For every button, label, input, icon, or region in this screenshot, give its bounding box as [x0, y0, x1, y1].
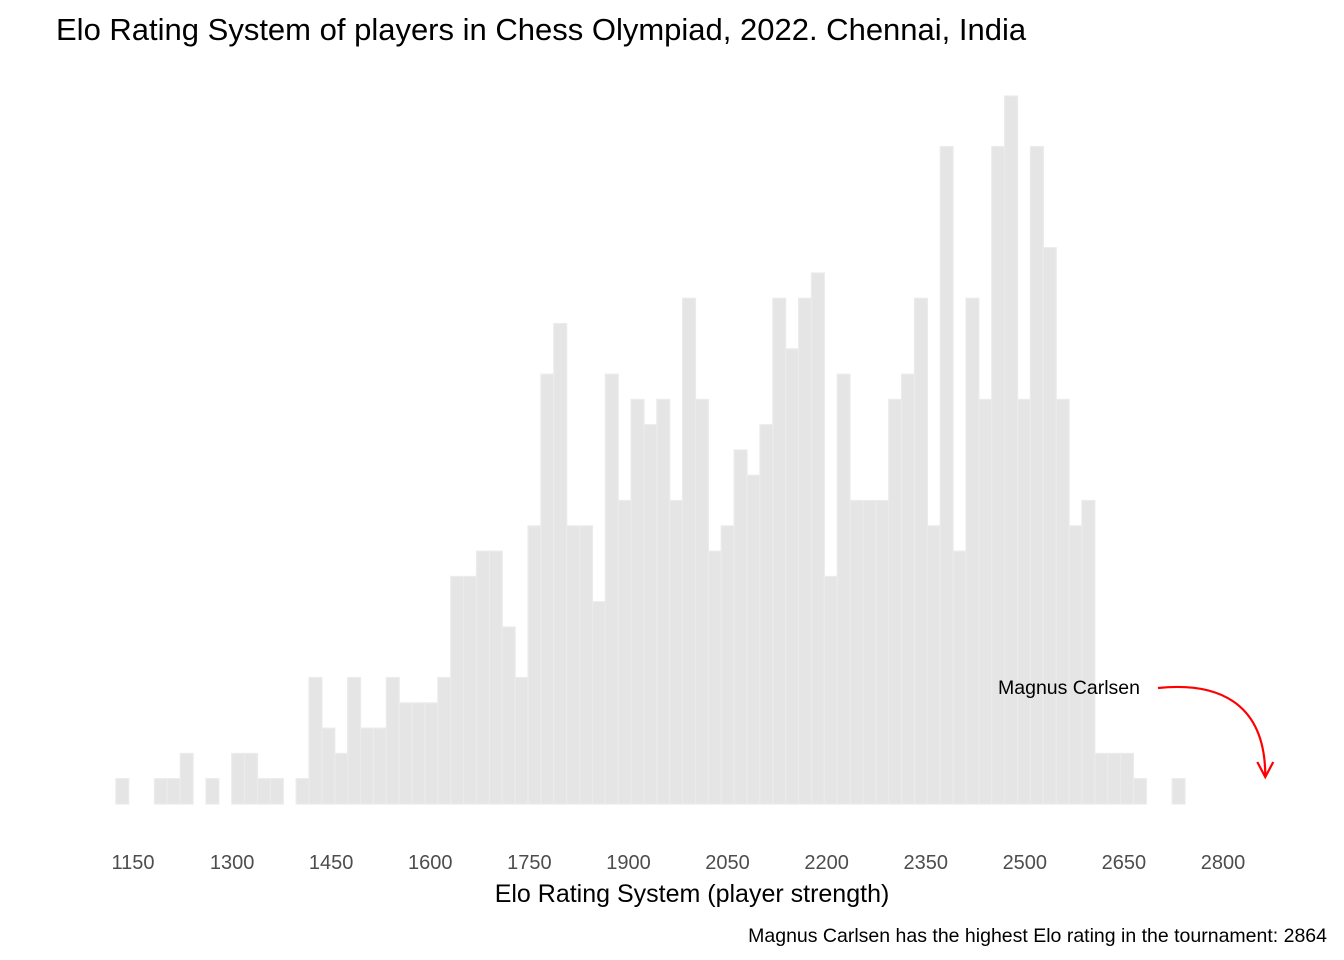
histogram-bar [888, 398, 903, 805]
histogram-bar [205, 778, 220, 805]
histogram-bar [450, 575, 465, 805]
histogram-bar [836, 373, 851, 805]
histogram-bar [231, 752, 246, 805]
x-tick-label: 2350 [903, 852, 948, 874]
histogram-bar [643, 424, 658, 805]
histogram-bar [514, 676, 529, 805]
histogram-bar [707, 550, 722, 805]
histogram-bar [875, 499, 890, 805]
histogram-bar [578, 525, 594, 805]
histogram-bar [347, 676, 362, 805]
histogram-bar [359, 727, 375, 805]
histogram-bar [179, 752, 194, 805]
histogram-bar [939, 145, 954, 805]
histogram-bar [772, 297, 787, 805]
histogram-bar [785, 348, 800, 805]
annotation-label: Magnus Carlsen [998, 677, 1140, 699]
histogram-bar [630, 398, 645, 805]
histogram-bar [1132, 778, 1147, 805]
histogram-bar [952, 550, 967, 805]
histogram-bar [1042, 247, 1057, 805]
histogram-bar [463, 575, 478, 805]
histogram-bar [901, 373, 916, 805]
histogram-bar [591, 601, 606, 805]
histogram-bar [1171, 778, 1186, 805]
histogram-bar [166, 778, 181, 805]
x-tick-label: 2650 [1102, 852, 1147, 874]
histogram-bar [617, 499, 632, 805]
histogram-bar [372, 727, 387, 805]
histogram-bar [256, 778, 272, 805]
histogram-bar [475, 550, 490, 805]
histogram-bar [965, 297, 980, 805]
histogram-bar [385, 676, 400, 805]
x-tick-label: 2800 [1201, 852, 1246, 874]
histogram-bar [1081, 499, 1096, 805]
histogram-bar [115, 778, 130, 805]
x-tick-label: 1150 [111, 852, 154, 874]
histogram-bar [991, 145, 1006, 805]
histogram-bar [566, 525, 581, 805]
histogram-bar [669, 499, 684, 805]
histogram-bar [334, 752, 349, 805]
histogram-bar [759, 424, 774, 805]
histogram-bar [733, 449, 748, 805]
x-tick-label: 1900 [606, 852, 651, 874]
histogram-bar [1016, 398, 1032, 805]
histogram-bar [295, 778, 310, 805]
histogram-bar [308, 676, 323, 805]
histogram-bar [269, 778, 284, 805]
histogram-bar [656, 398, 671, 805]
histogram-bar [437, 676, 452, 805]
histogram-bar [321, 727, 336, 805]
chart-caption: Magnus Carlsen has the highest Elo ratin… [748, 925, 1327, 947]
histogram-bar [527, 525, 542, 805]
histogram-bar [823, 575, 838, 805]
histogram-bar [1055, 398, 1070, 805]
histogram-bar [862, 499, 877, 805]
x-tick-label: 2050 [705, 852, 750, 874]
histogram-bar [1094, 752, 1109, 805]
histogram-bar [978, 398, 993, 805]
histogram-bar [746, 474, 761, 805]
x-tick-label: 1750 [507, 852, 552, 874]
histogram-bar [1107, 752, 1122, 805]
x-tick-label: 2500 [1003, 852, 1048, 874]
histogram-bar [810, 272, 825, 805]
histogram-bar [694, 398, 709, 805]
annotation-arrowhead [1256, 761, 1275, 780]
x-tick-label: 1450 [309, 852, 354, 874]
histogram-bar [553, 322, 568, 805]
carlsen-annotation: Magnus Carlsen [998, 677, 1275, 780]
histogram-bar [540, 373, 555, 805]
x-axis-ticks: 1150 1300 1450 1600 1750 1900 2050 2200 2350 2500… [111, 852, 1245, 874]
histogram-bar [1120, 752, 1135, 805]
histogram-bar [501, 626, 516, 805]
x-tick-label: 1300 [210, 852, 255, 874]
bars-group [115, 95, 1186, 805]
histogram-bar [604, 373, 619, 805]
histogram-bar [682, 297, 697, 805]
histogram-bar [244, 752, 259, 805]
x-axis-label: Elo Rating System (player strength) [495, 880, 890, 908]
x-tick-label: 1600 [408, 852, 453, 874]
histogram-bar [153, 778, 168, 805]
histogram-bar [488, 550, 503, 805]
histogram-bar [913, 297, 928, 805]
histogram-bar [1029, 145, 1044, 805]
chart-title: Elo Rating System of players in Chess Ol… [56, 12, 1027, 47]
histogram-bar [926, 525, 941, 805]
histogram-bar [720, 525, 735, 805]
x-tick-label: 2200 [804, 852, 849, 874]
histogram-bar [1068, 525, 1083, 805]
histogram-bar [797, 297, 813, 805]
histogram-bar [398, 702, 413, 805]
histogram-bar [849, 499, 864, 805]
annotation-arrow [1157, 685, 1267, 777]
histogram-bar [424, 702, 439, 805]
histogram-bar [411, 702, 426, 805]
